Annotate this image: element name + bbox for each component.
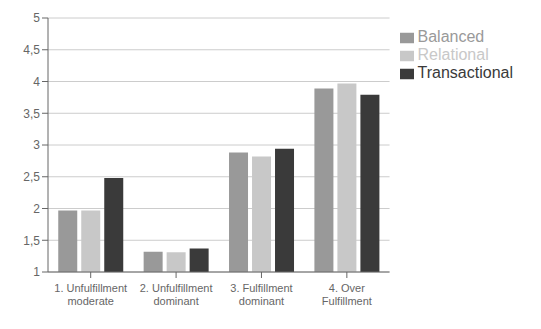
svg-text:3. Fulfillmentdominant: 3. Fulfillmentdominant	[230, 282, 292, 307]
svg-text:3,5: 3,5	[23, 107, 40, 121]
svg-text:2: 2	[33, 202, 40, 216]
svg-text:2,5: 2,5	[23, 170, 40, 184]
svg-text:1. Unfulfillmentmoderate: 1. Unfulfillmentmoderate	[54, 282, 127, 307]
svg-text:5: 5	[33, 11, 40, 25]
svg-text:1: 1	[33, 265, 40, 279]
svg-text:4: 4	[33, 75, 40, 89]
svg-text:4,5: 4,5	[23, 43, 40, 57]
html-text:Balanced: Balanced	[417, 28, 485, 45]
svg-text:4. OverFulfillment: 4. OverFulfillment	[322, 282, 372, 307]
svg-text:1,5: 1,5	[23, 234, 40, 248]
svg-text:3: 3	[33, 138, 40, 152]
svg-text:2. Unfulfillmentdominant: 2. Unfulfillmentdominant	[140, 282, 213, 307]
html-text:Transactional: Transactional	[417, 64, 513, 81]
html-text:Relational: Relational	[417, 46, 489, 63]
